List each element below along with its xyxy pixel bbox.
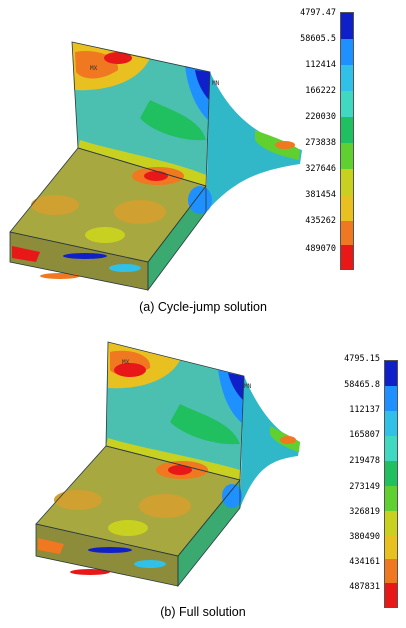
caption-full-solution: (b) Full solution — [160, 605, 246, 619]
legend-label: 112414 — [305, 60, 336, 70]
legend-label: 220030 — [305, 112, 336, 122]
legend-swatch — [385, 436, 397, 461]
node-tag-mx: MX — [90, 65, 98, 72]
legend-label: 273149 — [349, 482, 380, 492]
legend-swatch — [341, 195, 353, 221]
legend-label: 219478 — [349, 456, 380, 466]
legend-swatch — [341, 245, 353, 269]
legend-swatch — [341, 91, 353, 117]
node-tag-mx: MX — [122, 359, 130, 366]
legend-swatch — [385, 535, 397, 559]
panel-cycle-jump: MX MN 4797.47 58605.5 112414 166222 2200… — [9, 8, 354, 314]
panel-full-solution: MX MN 4795.15 58465.8 112137 165807 2194… — [0, 318, 406, 628]
legend-label: 380490 — [349, 532, 380, 542]
legend-label: 381454 — [305, 190, 336, 200]
legend-label: 58465.8 — [344, 380, 380, 390]
legend-swatch — [341, 143, 353, 169]
legend-swatch — [341, 39, 353, 65]
legend-label: 434161 — [349, 557, 380, 567]
contour-legend: 4795.15 58465.8 112137 165807 219478 273… — [344, 354, 398, 610]
legend-color-bar — [384, 360, 398, 608]
legend-label: 487831 — [349, 582, 380, 592]
fe-model-contour-plot: MX MN — [9, 41, 302, 292]
legend-label: 58605.5 — [300, 34, 336, 44]
legend-label: 4797.47 — [300, 8, 336, 18]
legend-label: 165807 — [349, 430, 380, 440]
legend-swatch — [385, 411, 397, 436]
legend-label: 166222 — [305, 86, 336, 96]
legend-swatch — [341, 221, 353, 245]
legend-label: 326819 — [349, 507, 380, 517]
legend-swatch — [385, 461, 397, 486]
legend-swatch — [385, 583, 397, 607]
contour-legend: 4797.47 58605.5 112414 166222 220030 273… — [300, 8, 354, 272]
legend-swatch — [341, 65, 353, 91]
legend-label: 435262 — [305, 216, 336, 226]
legend-label: 112137 — [349, 405, 380, 415]
node-tag-mn: MN — [244, 383, 252, 390]
legend-swatch — [341, 117, 353, 143]
legend-swatch — [385, 511, 397, 535]
legend-swatch — [341, 13, 353, 39]
caption-cycle-jump: (a) Cycle-jump solution — [139, 300, 267, 314]
legend-label: 4795.15 — [344, 354, 380, 364]
legend-color-bar — [340, 12, 354, 270]
legend-label: 273838 — [305, 138, 336, 148]
legend-swatch — [385, 386, 397, 411]
legend-label: 489070 — [305, 244, 336, 254]
fe-model-contour-plot: MX MN — [35, 341, 300, 588]
legend-label: 327646 — [305, 164, 336, 174]
legend-swatch — [385, 559, 397, 583]
legend-swatch — [341, 169, 353, 195]
legend-swatch — [385, 361, 397, 386]
node-tag-mn: MN — [212, 80, 220, 87]
legend-swatch — [385, 486, 397, 511]
